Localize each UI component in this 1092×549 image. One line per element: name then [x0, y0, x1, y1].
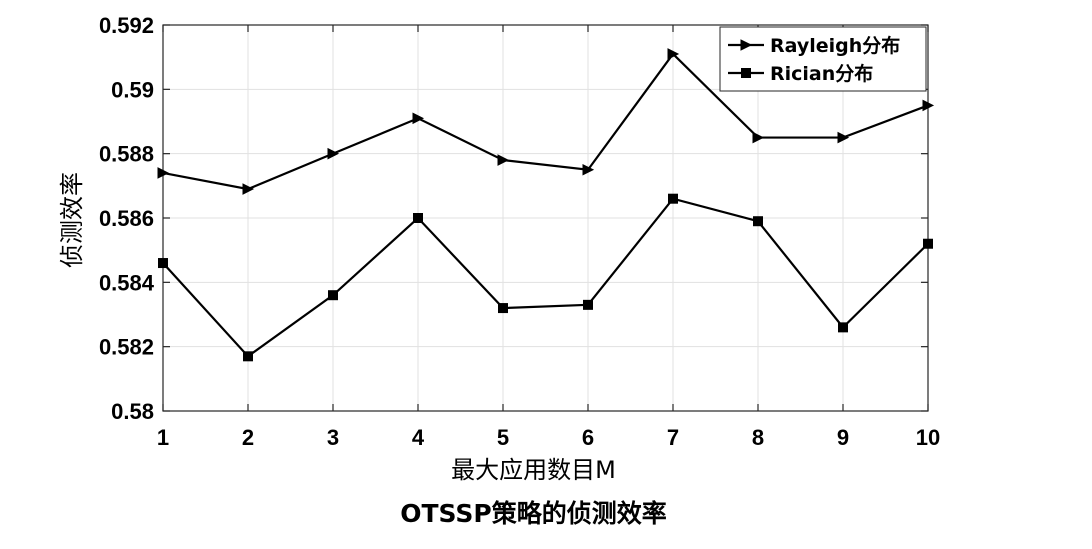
series-rician: [158, 193, 933, 362]
data-point: [412, 112, 425, 125]
x-tick-label: 2: [242, 425, 254, 450]
data-point: [668, 193, 678, 204]
legend-marker: [741, 68, 751, 78]
legend-label: Rayleigh分布: [770, 34, 900, 57]
y-tick-label: 0.588: [99, 142, 154, 167]
data-point: [242, 183, 255, 195]
data-point: [923, 238, 933, 249]
x-tick-label: 9: [837, 425, 849, 450]
data-point: [583, 299, 593, 310]
data-point: [838, 322, 848, 333]
legend-marker: [740, 39, 753, 51]
x-tick-label: 3: [327, 425, 339, 450]
legend-item: Rayleigh分布: [728, 34, 900, 57]
x-tick-label: 4: [412, 425, 425, 450]
data-point: [753, 216, 763, 227]
y-tick-label: 0.592: [99, 13, 154, 38]
y-axis-title: 侦测效率: [58, 172, 86, 268]
legend-item: Rician分布: [728, 62, 873, 85]
data-point: [582, 163, 595, 176]
data-point: [667, 48, 680, 60]
data-point: [328, 290, 338, 301]
data-point: [327, 147, 340, 160]
x-tick-label: 6: [582, 425, 594, 450]
data-point: [243, 351, 253, 362]
y-tick-label: 0.58: [111, 399, 154, 424]
series-rayleigh: [157, 48, 935, 195]
data-point: [158, 258, 168, 269]
x-tick-label: 8: [752, 425, 764, 450]
data-point: [413, 213, 423, 223]
y-tick-label: 0.586: [99, 206, 154, 231]
series-group: [157, 48, 935, 362]
data-point: [922, 99, 935, 112]
x-tick-label: 1: [157, 425, 169, 450]
axis-ticks: 1 2 3 4 5 6 7 8 9 10 0.58 0.582 0.584 0.586 0.588 0.59 0…: [99, 13, 940, 450]
data-point: [157, 167, 170, 179]
data-point: [497, 154, 510, 166]
legend: Rayleigh分布 Rician分布: [719, 26, 927, 92]
series-line: [162, 197, 929, 358]
x-tick-label: 7: [667, 425, 679, 450]
chart-caption: OTSSP策略的侦测效率: [400, 499, 667, 528]
legend-label: Rician分布: [770, 62, 873, 85]
data-point: [837, 131, 850, 144]
y-tick-label: 0.584: [99, 270, 155, 295]
x-axis-title: 最大应用数目M: [451, 456, 616, 484]
x-tick-label: 5: [497, 425, 509, 450]
data-point: [752, 131, 765, 144]
series-line: [162, 52, 929, 191]
y-tick-label: 0.582: [99, 335, 154, 360]
legend-box: [719, 26, 927, 92]
y-tick-label: 0.59: [111, 77, 154, 102]
data-point: [498, 303, 508, 314]
x-tick-label: 10: [916, 425, 940, 450]
